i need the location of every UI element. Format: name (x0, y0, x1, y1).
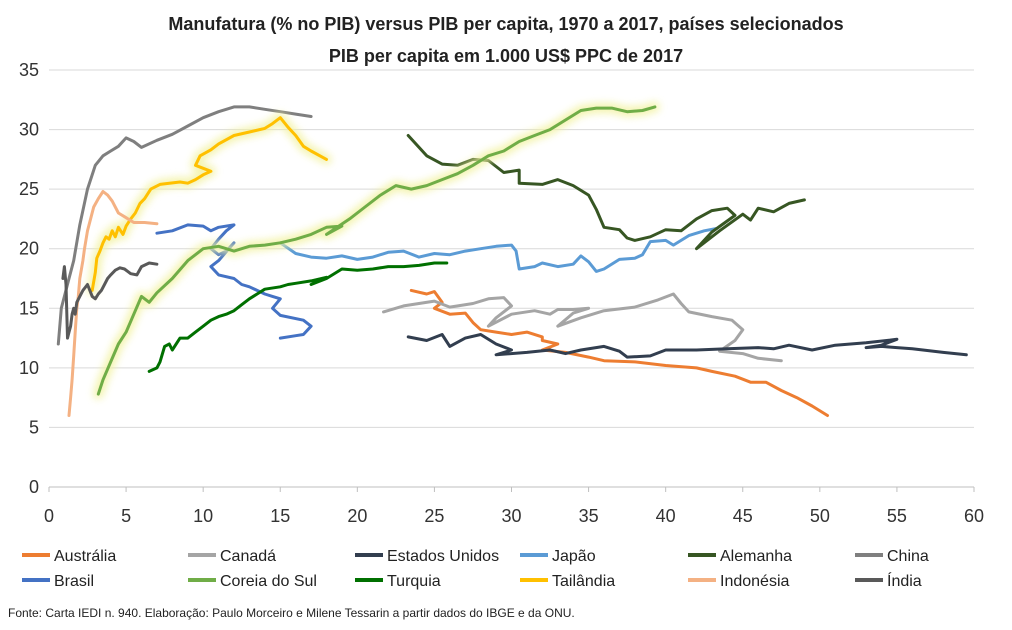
series-line-tailandia (90, 116, 328, 292)
legend: Austrália Canadá Estados Unidos Japão Aleman… (22, 548, 929, 590)
legend-label-australia: Austrália (54, 548, 116, 565)
x-tick-label: 55 (887, 506, 907, 526)
y-tick-label: 10 (19, 358, 39, 378)
y-tick-label: 30 (19, 120, 39, 140)
chart-svg: Manufatura (% no PIB) versus PIB per cap… (19, 14, 984, 590)
series-line-turquia (147, 261, 449, 373)
y-tick-label: 5 (29, 417, 39, 437)
legend-label-japao: Japão (552, 548, 596, 565)
legend-label-india: Índia (887, 571, 922, 590)
x-tick-label: 10 (193, 506, 213, 526)
y-axis: 0 5 10 15 20 25 30 35 (19, 60, 39, 497)
x-tick-label: 60 (964, 506, 984, 526)
x-tick-label: 15 (270, 506, 290, 526)
chart-subtitle: PIB per capita em 1.000 US$ PPC de 2017 (329, 46, 683, 66)
x-tick-label: 45 (733, 506, 753, 526)
gridlines (49, 69, 974, 488)
x-tick-label: 35 (579, 506, 599, 526)
x-tick-label: 20 (347, 506, 367, 526)
y-tick-label: 0 (29, 477, 39, 497)
legend-label-china: China (887, 548, 929, 565)
legend-label-tailandia: Tailândia (552, 573, 615, 590)
x-tick-label: 50 (810, 506, 830, 526)
legend-label-canada: Canadá (220, 548, 276, 565)
x-tick-label: 0 (44, 506, 54, 526)
series-line-indonesia (67, 190, 159, 417)
series-group (56, 101, 968, 417)
series-line-brasil (155, 223, 313, 340)
y-tick-label: 20 (19, 239, 39, 259)
x-tick-label: 40 (656, 506, 676, 526)
series-line-coreia-do-sul (96, 105, 657, 396)
series-line-estados-unidos (406, 333, 968, 359)
series-line-india (61, 261, 159, 340)
series-line-japao (278, 227, 718, 273)
y-tick-label: 25 (19, 179, 39, 199)
legend-label-brasil: Brasil (54, 573, 94, 590)
x-axis: 0 5 10 15 20 25 30 35 40 45 50 55 60 (44, 487, 984, 526)
x-tick-label: 25 (424, 506, 444, 526)
legend-label-estados-unidos: Estados Unidos (387, 548, 499, 565)
x-tick-label: 30 (501, 506, 521, 526)
series-line-australia (409, 288, 829, 417)
series-line-canada (382, 292, 783, 363)
series-line-china (56, 105, 313, 346)
chart-title: Manufatura (% no PIB) versus PIB per cap… (168, 14, 843, 34)
legend-label-indonesia: Indonésia (720, 573, 789, 590)
y-tick-label: 15 (19, 298, 39, 318)
legend-label-alemanha: Alemanha (720, 548, 792, 565)
series-glow-tailandia (87, 112, 332, 296)
x-tick-label: 5 (121, 506, 131, 526)
source-note: Fonte: Carta IEDI n. 940. Elaboração: Pa… (8, 606, 575, 620)
y-tick-label: 35 (19, 60, 39, 80)
series-line-alemanha (406, 134, 806, 251)
legend-label-coreia-do-sul: Coreia do Sul (220, 573, 317, 590)
legend-label-turquia: Turquia (387, 573, 441, 590)
